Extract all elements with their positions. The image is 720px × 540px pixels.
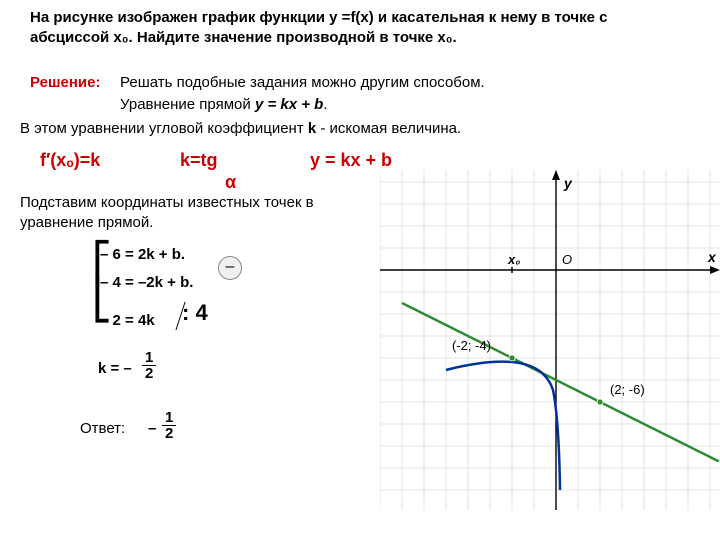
solution-line2-prefix: Уравнение прямой — [120, 96, 255, 113]
answer-minus: – — [148, 420, 156, 437]
solution-line-2: Уравнение прямой y = kx + b. — [120, 96, 328, 113]
fraction-ans-num: 1 — [162, 410, 176, 426]
formula-slope-tan: k=tg — [180, 150, 218, 171]
formula-line: y = kx + b — [310, 150, 392, 171]
fraction-answer: 1 2 — [162, 410, 176, 441]
equation-1: – 6 = 2k + b. — [100, 246, 185, 263]
svg-text:(2; -6): (2; -6) — [610, 382, 645, 397]
solution-line-3: В этом уравнении угловой коэффициент k -… — [20, 120, 461, 137]
fraction-k-num: 1 — [142, 350, 156, 366]
solution-line3-k: k — [308, 120, 316, 137]
divide-by-4: : 4 — [182, 300, 208, 326]
svg-text:x: x — [707, 249, 717, 265]
fraction-k-den: 2 — [142, 366, 156, 381]
solution-line-1: Решать подобные задания можно другим спо… — [120, 74, 485, 91]
svg-text:y: y — [563, 175, 573, 191]
substitute-text: Подставим координаты известных точек в у… — [20, 193, 350, 232]
solution-line3-suffix: - искомая величина. — [316, 120, 461, 137]
answer-label: Ответ: — [80, 420, 125, 437]
fraction-k: 1 2 — [142, 350, 156, 381]
equation-k: k = – — [98, 360, 132, 377]
equation-3: – 2 = 4k — [100, 312, 155, 329]
formula-alpha: α — [225, 172, 236, 193]
solution-line3-prefix: В этом уравнении угловой коэффициент — [20, 120, 308, 137]
equation-2: – 4 = –2k + b. — [100, 274, 193, 291]
svg-text:(-2; -4): (-2; -4) — [452, 338, 491, 353]
svg-text:O: O — [562, 252, 572, 267]
svg-text:x₀: x₀ — [507, 252, 520, 267]
coordinate-graph: y x Ox₀ (-2; -4) (2; -6) — [380, 170, 720, 510]
fraction-ans-den: 2 — [162, 426, 176, 441]
formula-derivative: f′(xₒ)=k — [40, 150, 100, 171]
subtract-operation: – — [218, 256, 242, 280]
solution-line2-formula: y = kx + b — [255, 96, 323, 113]
problem-text: На рисунке изображен график функции y =f… — [30, 8, 690, 47]
solution-label: Решение: — [30, 74, 100, 91]
